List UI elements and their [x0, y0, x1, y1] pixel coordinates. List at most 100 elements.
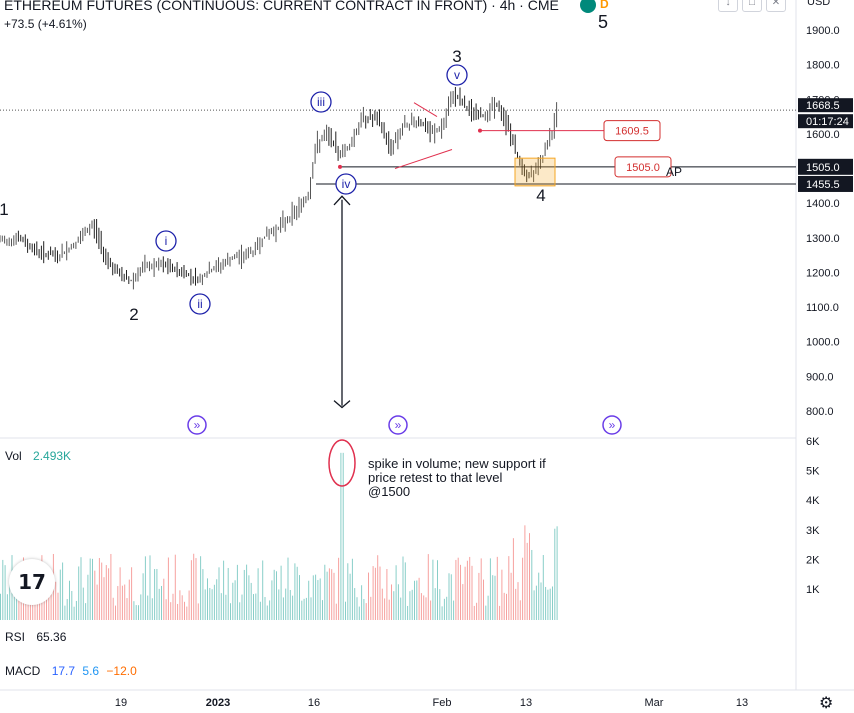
volume-bar	[144, 556, 146, 620]
volume-bar	[234, 580, 236, 620]
volume-bar	[220, 593, 222, 620]
price-bars	[0, 86, 558, 290]
volume-bar	[402, 556, 404, 620]
volume-bar	[556, 526, 558, 620]
volume-bar	[430, 600, 432, 620]
rsi-value: 65.36	[36, 630, 67, 644]
volume-tick-label: 4K	[806, 495, 820, 507]
volume-bar	[50, 587, 52, 620]
time-tick-label: 19	[115, 697, 127, 709]
volume-bar	[554, 528, 556, 620]
volume-bar	[407, 605, 409, 620]
wave-label-major: 4	[536, 186, 545, 205]
volume-bar	[87, 574, 89, 620]
volume-bar	[55, 581, 57, 620]
price-label-box	[603, 120, 661, 142]
volume-bar	[158, 588, 160, 620]
volume-bar	[98, 558, 100, 620]
volume-bar	[75, 600, 77, 620]
volume-bar	[395, 565, 397, 620]
price-tick-label: 1000.0	[806, 337, 840, 349]
wave-label-major: 2	[129, 305, 138, 324]
volume-bar	[501, 569, 503, 620]
volume-bar	[315, 574, 317, 620]
volume-tick-label: 3K	[806, 525, 820, 537]
volume-bar	[328, 568, 330, 620]
wave-label-5: 5	[598, 12, 609, 32]
volume-bar	[135, 605, 137, 620]
volume-bar	[292, 595, 294, 620]
volume-bar	[186, 606, 188, 620]
volume-tick-label: 2K	[806, 554, 820, 566]
wave-circle	[310, 91, 332, 113]
arrow-down-icon[interactable]: ↓	[718, 0, 738, 12]
volume-axis: 1K 2K 3K 4K 5K 6K	[806, 436, 820, 596]
close-icon[interactable]: ✕	[766, 0, 786, 12]
volume-bar	[202, 569, 204, 620]
volume-bar	[552, 586, 553, 620]
volume-bar	[535, 585, 537, 620]
volume-bar	[361, 585, 363, 620]
price-tick-label: 1600.0	[806, 129, 840, 141]
volume-bar	[409, 591, 411, 620]
volume-bar	[140, 594, 142, 620]
volume-bar	[105, 565, 107, 620]
volume-bar	[517, 582, 519, 620]
volume-bar	[259, 601, 261, 620]
volume-bar	[121, 585, 123, 620]
price-label-text: 1505.0	[626, 162, 660, 174]
volume-bar	[80, 557, 82, 620]
replay-icon-glyph: »	[194, 418, 201, 432]
price-axis: USD 800.0 900.0 1000.0 1100.0 1200.0 1300.0 140…	[806, 0, 840, 418]
volume-bar	[225, 594, 227, 620]
volume-spike-ellipse	[328, 439, 356, 487]
volume-bar	[379, 566, 381, 620]
volume-bar	[204, 589, 206, 620]
volume-bar	[257, 568, 259, 620]
time-tick-label: 16	[308, 697, 320, 709]
volume-bar	[211, 589, 213, 620]
volume-bar	[216, 579, 218, 620]
volume-bar	[117, 586, 119, 620]
volume-bar	[207, 578, 208, 620]
volume-bar	[29, 601, 31, 620]
wave-label-minor: i	[165, 234, 168, 248]
volume-bar	[16, 591, 18, 620]
volume-bar	[253, 594, 254, 620]
volume-bar	[494, 575, 496, 620]
volume-bar	[538, 572, 540, 620]
level-anchor-dot	[478, 128, 482, 133]
volume-bar	[349, 573, 351, 620]
volume-bar	[294, 563, 296, 620]
gear-icon[interactable]: ⚙	[819, 695, 834, 712]
axis-tag	[798, 114, 853, 129]
volume-bar	[326, 571, 328, 620]
market-status-icon	[580, 0, 596, 13]
volume-bar	[103, 577, 105, 620]
volume-bar	[167, 557, 169, 620]
volume-bar	[331, 569, 333, 620]
volume-bar	[425, 597, 427, 620]
maximize-icon[interactable]: □	[742, 0, 762, 12]
time-axis: 19 2023 16 Feb 13 Mar 13	[115, 697, 748, 709]
volume-bar	[526, 542, 528, 620]
volume-bar	[289, 589, 291, 620]
tradingview-logo-icon[interactable]: 17	[9, 559, 55, 605]
volume-bar	[335, 603, 337, 620]
volume-bar	[271, 580, 273, 620]
volume-annotation: spike in volume; new support if price re…	[368, 456, 546, 499]
volume-bar	[333, 572, 335, 620]
volume-bar	[6, 594, 8, 620]
volume-bar	[299, 575, 300, 620]
volume-bar	[340, 452, 342, 620]
volume-bar	[170, 602, 172, 620]
volume-bar	[193, 553, 195, 620]
wave-label-minor: iv	[342, 177, 351, 191]
macd-legend: MACD 17.7 5.6 −12.0	[5, 664, 137, 678]
volume-bar	[232, 582, 234, 620]
dividend-badge[interactable]: D	[600, 0, 609, 11]
volume-bar	[393, 591, 395, 620]
volume-bar	[18, 594, 20, 620]
volume-bar	[151, 598, 153, 620]
volume-bar	[138, 605, 139, 620]
